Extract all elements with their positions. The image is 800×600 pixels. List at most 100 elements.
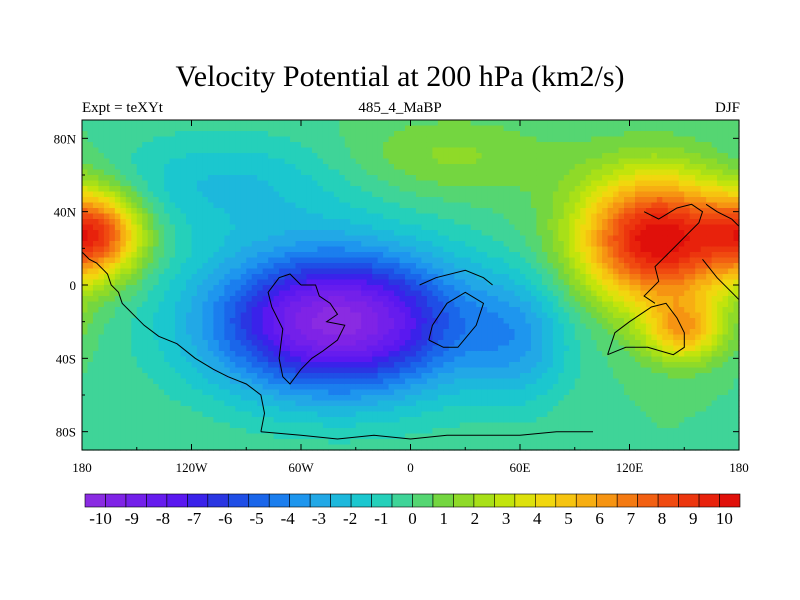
field-cell	[530, 186, 538, 193]
field-cell	[432, 136, 439, 143]
field-cell	[366, 290, 373, 297]
field-cell	[465, 235, 472, 242]
field-cell	[317, 296, 324, 303]
field-cell	[235, 274, 242, 281]
field-cell	[448, 268, 455, 275]
field-cell	[207, 202, 214, 209]
field-cell	[279, 411, 286, 418]
field-cell	[410, 406, 417, 413]
field-cell	[366, 329, 373, 336]
field-cell	[377, 147, 384, 154]
field-cell	[235, 175, 242, 182]
field-cell	[514, 120, 521, 127]
field-cell	[240, 164, 247, 171]
field-cell	[158, 186, 165, 193]
field-cell	[92, 395, 100, 402]
field-cell	[240, 263, 247, 270]
field-cell	[311, 373, 319, 380]
field-cell	[114, 208, 121, 215]
field-cell	[147, 125, 154, 132]
field-cell	[328, 131, 335, 138]
field-cell	[350, 125, 357, 132]
field-cell	[355, 334, 362, 341]
field-cell	[476, 224, 483, 231]
field-cell	[388, 202, 395, 209]
field-cell	[350, 153, 357, 160]
field-cell	[306, 307, 313, 314]
field-cell	[514, 362, 521, 369]
field-cell	[509, 428, 516, 435]
field-cell	[109, 197, 116, 204]
field-cell	[470, 290, 477, 297]
field-cell	[410, 395, 417, 402]
field-cell	[355, 241, 362, 248]
field-cell	[333, 186, 340, 193]
field-cell	[82, 246, 89, 253]
field-cell	[87, 191, 94, 198]
field-cell	[240, 411, 247, 418]
field-cell	[465, 345, 472, 352]
field-cell	[191, 395, 198, 402]
field-cell	[142, 345, 149, 352]
field-cell	[459, 428, 466, 435]
field-cell	[388, 367, 395, 374]
field-cell	[426, 213, 433, 220]
field-cell	[218, 120, 225, 127]
field-cell	[388, 340, 395, 347]
field-cell	[525, 197, 532, 204]
field-cell	[207, 307, 214, 314]
field-cell	[454, 318, 461, 325]
field-cell	[82, 202, 89, 209]
field-cell	[437, 202, 444, 209]
field-cell	[322, 263, 329, 270]
field-cell	[98, 197, 105, 204]
field-cell	[492, 147, 499, 154]
field-cell	[470, 175, 477, 182]
field-cell	[92, 307, 100, 314]
field-cell	[251, 252, 258, 259]
field-cell	[514, 345, 521, 352]
field-cell	[470, 356, 477, 363]
field-cell	[322, 257, 329, 264]
field-cell	[426, 384, 433, 391]
field-cell	[520, 268, 527, 275]
field-cell	[207, 367, 214, 374]
field-cell	[344, 252, 351, 259]
field-cell	[202, 202, 209, 209]
field-cell	[448, 400, 455, 407]
field-cell	[87, 439, 94, 446]
field-cell	[169, 125, 176, 132]
field-cell	[180, 334, 187, 341]
field-cell	[372, 345, 379, 352]
field-cell	[454, 389, 461, 396]
field-cell	[333, 268, 340, 275]
field-cell	[377, 125, 384, 132]
field-cell	[377, 230, 384, 237]
field-cell	[454, 411, 461, 418]
field-cell	[317, 356, 324, 363]
field-cell	[333, 158, 340, 165]
field-cell	[470, 224, 477, 231]
field-cell	[481, 356, 488, 363]
field-cell	[180, 428, 187, 435]
field-cell	[290, 213, 297, 220]
field-cell	[207, 131, 214, 138]
field-cell	[147, 362, 154, 369]
field-cell	[481, 411, 488, 418]
field-cell	[273, 340, 280, 347]
field-cell	[443, 202, 450, 209]
field-cell	[87, 400, 94, 407]
field-cell	[530, 164, 538, 171]
field-cell	[196, 356, 204, 363]
field-cell	[202, 246, 209, 253]
field-cell	[415, 263, 423, 270]
field-cell	[114, 329, 121, 336]
field-cell	[224, 169, 231, 176]
field-cell	[301, 186, 308, 193]
field-cell	[246, 175, 253, 182]
field-cell	[317, 131, 324, 138]
field-cell	[492, 296, 499, 303]
field-cell	[257, 279, 264, 286]
field-cell	[361, 301, 368, 308]
field-cell	[109, 389, 116, 396]
